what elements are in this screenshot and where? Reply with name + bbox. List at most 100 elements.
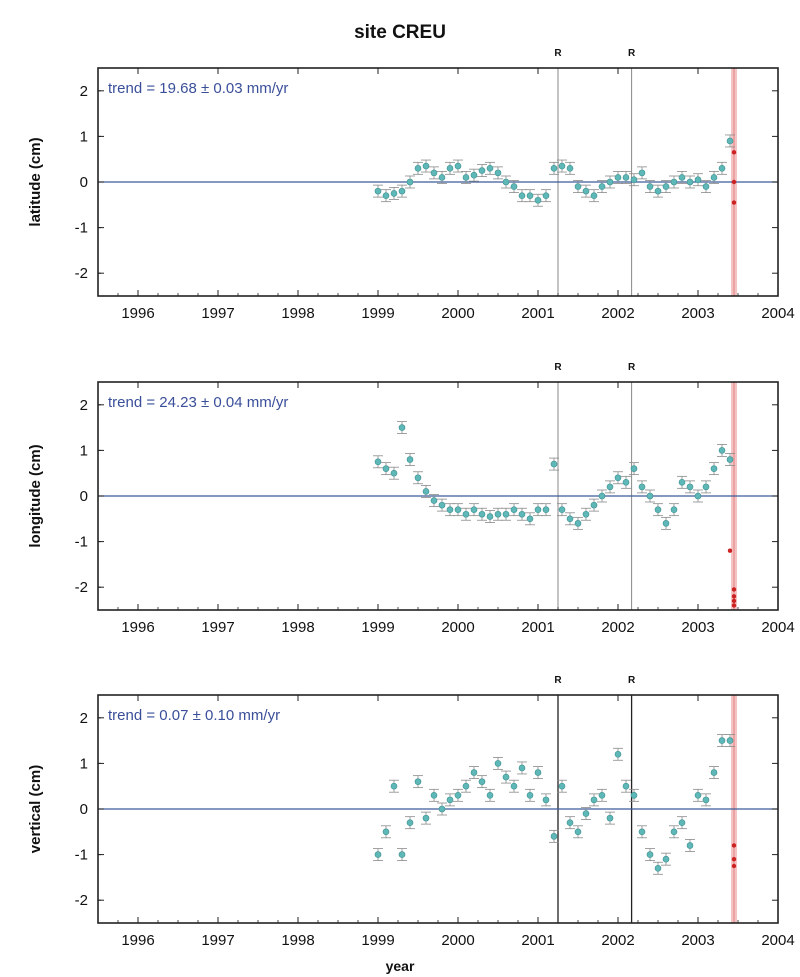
- data-point: [598, 183, 606, 190]
- x-tick-label: 2000: [441, 619, 474, 636]
- data-point: [622, 479, 630, 486]
- data-point: [622, 782, 630, 790]
- event-label-1: R: [628, 48, 636, 59]
- data-point: [510, 506, 518, 513]
- data-point: [678, 819, 686, 826]
- data-point: [446, 796, 454, 804]
- x-tick-label: 1996: [121, 305, 154, 322]
- data-point: [534, 506, 542, 513]
- x-tick-label: 2000: [441, 932, 474, 949]
- data-point: [614, 474, 622, 482]
- data-point: [590, 501, 598, 509]
- data-point: [731, 179, 737, 185]
- y-tick-label: 0: [80, 174, 88, 191]
- data-point: [686, 178, 694, 186]
- data-point: [574, 183, 582, 190]
- x-tick-label: 2003: [681, 932, 714, 949]
- data-point: [390, 469, 398, 477]
- event-label-1: R: [628, 362, 636, 373]
- data-point: [654, 506, 662, 513]
- data-point: [526, 792, 534, 799]
- data-point: [422, 814, 430, 822]
- x-tick-label: 1997: [201, 619, 234, 636]
- data-point: [406, 819, 414, 826]
- data-point: [382, 192, 390, 199]
- data-point: [486, 513, 494, 520]
- data-point: [502, 773, 510, 781]
- data-point: [494, 760, 502, 767]
- data-point: [558, 782, 566, 790]
- data-point: [422, 162, 430, 170]
- data-point: [374, 187, 382, 195]
- y-tick-label: 2: [80, 710, 88, 727]
- data-point: [390, 190, 398, 197]
- y-tick-label: -1: [75, 220, 88, 237]
- data-point: [478, 510, 486, 518]
- data-point: [718, 447, 726, 454]
- data-point: [731, 843, 737, 848]
- data-point: [694, 492, 702, 500]
- data-point: [430, 169, 438, 177]
- data-point: [566, 819, 574, 826]
- data-point: [670, 506, 678, 513]
- chart-panel-0: R R 2 1 0 -1 -2 1996 1997 1998 1999 2000 2001 2002 200…: [27, 48, 795, 322]
- data-point: [542, 506, 550, 513]
- y-tick-label: 1: [80, 442, 88, 459]
- data-point: [731, 603, 737, 608]
- data-point: [518, 764, 526, 772]
- data-point: [542, 796, 550, 804]
- data-point: [534, 196, 542, 204]
- x-tick-label: 1997: [201, 305, 234, 322]
- data-point: [398, 187, 406, 195]
- y-tick-label: -1: [75, 534, 88, 551]
- data-point: [494, 510, 502, 518]
- y-axis-label: longitude (cm): [27, 444, 44, 547]
- data-point: [582, 187, 590, 195]
- data-point: [731, 200, 737, 205]
- figure-title: site CREU: [354, 22, 446, 43]
- data-point: [654, 187, 662, 195]
- data-point: [566, 165, 574, 172]
- data-point: [731, 150, 737, 155]
- y-axis-label: vertical (cm): [27, 765, 44, 853]
- data-point: [606, 814, 614, 822]
- data-point: [731, 594, 737, 599]
- data-point: [630, 792, 638, 799]
- trend-annotation: trend = 0.07 ± 0.10 mm/yr: [108, 707, 280, 724]
- y-tick-label: -2: [75, 892, 88, 909]
- data-point: [582, 810, 590, 817]
- event-label-0: R: [554, 48, 562, 59]
- x-tick-label: 1996: [121, 932, 154, 949]
- x-tick-label: 2002: [601, 619, 634, 636]
- data-point: [374, 458, 382, 466]
- x-tick-label: 2001: [521, 305, 554, 322]
- data-point: [731, 856, 737, 862]
- data-point: [606, 178, 614, 186]
- data-point: [731, 863, 737, 869]
- data-point: [726, 137, 734, 145]
- x-tick-label: 1999: [361, 305, 394, 322]
- event-label-0: R: [554, 362, 562, 373]
- data-point: [630, 465, 638, 472]
- x-tick-label: 1999: [361, 932, 394, 949]
- data-point: [430, 497, 438, 504]
- data-point: [710, 174, 718, 181]
- x-tick-label: 2000: [441, 305, 474, 322]
- data-point: [502, 510, 510, 518]
- data-point: [726, 456, 734, 463]
- data-point: [727, 548, 733, 553]
- data-point: [678, 174, 686, 181]
- x-tick-label: 2002: [601, 305, 634, 322]
- x-tick-label: 2001: [521, 932, 554, 949]
- y-axis-label: latitude (cm): [27, 137, 44, 226]
- data-point: [462, 782, 470, 790]
- data-point: [454, 162, 462, 170]
- data-point: [662, 183, 670, 190]
- data-point: [731, 587, 737, 592]
- data-point: [470, 506, 478, 513]
- data-point: [694, 792, 702, 799]
- data-point: [486, 792, 494, 799]
- data-point: [374, 851, 382, 858]
- data-point: [590, 192, 598, 199]
